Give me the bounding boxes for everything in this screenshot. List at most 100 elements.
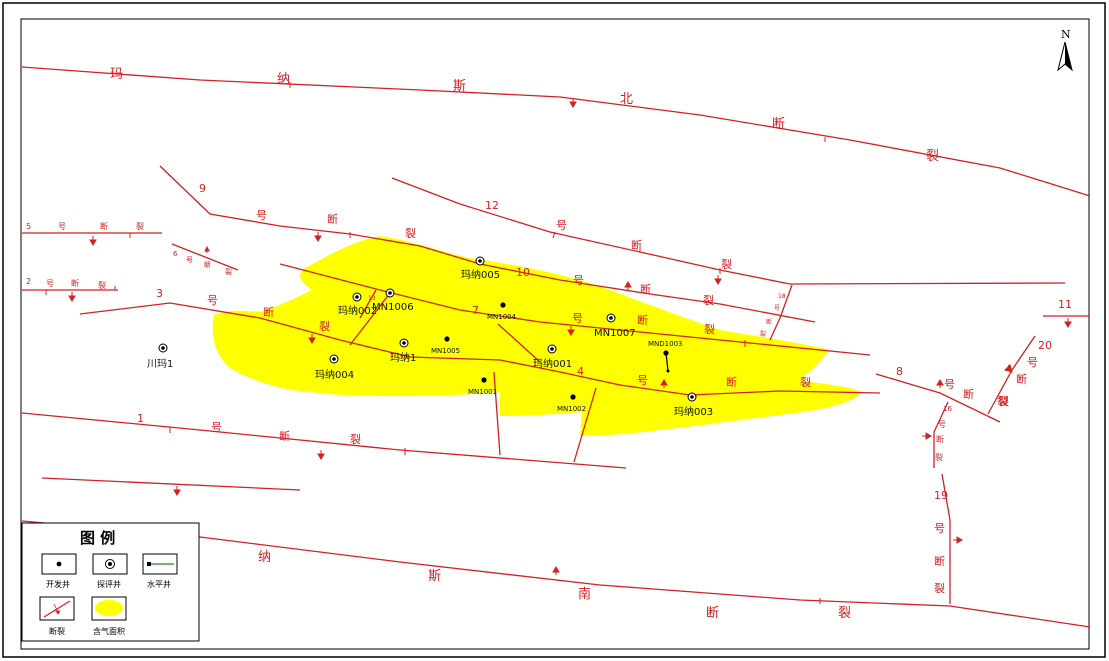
well-label: MN1004 (487, 313, 517, 321)
gas-area (212, 236, 863, 436)
fault-label: 19 (934, 489, 948, 502)
fault-ticks (45, 82, 826, 604)
fault-label: 裂 (721, 258, 732, 271)
fault-label: 裂 (838, 606, 851, 621)
fault-label: 11 (1058, 298, 1072, 311)
fault-label: 号 (186, 256, 193, 264)
fault-label: 斯 (453, 79, 466, 94)
fault-lower (41, 477, 301, 491)
fault-label: 裂 (935, 452, 943, 462)
legend-label: 水平井 (147, 579, 171, 589)
fault-label: 断 (934, 554, 945, 568)
fault-label: 纳 (258, 550, 271, 565)
fault-label: 北 (620, 92, 633, 107)
fault-label: 玛 (110, 67, 123, 82)
well-label: 玛纳005 (461, 268, 500, 281)
fault-label: 裂 (405, 227, 416, 240)
fault-label: 号 (256, 209, 267, 222)
well-label: MND1003 (648, 340, 682, 348)
fault-labels: 玛 纳 斯 北 断 裂 纳 斯 南 断 裂 9 号 断 裂 12 号 断 裂 1… (26, 67, 1072, 621)
legend-label: 探评井 (97, 579, 121, 589)
fault-label: 裂 (997, 395, 1008, 408)
fault-label: 13 (368, 295, 376, 302)
fault-label: 断 (936, 434, 944, 444)
legend-label: 断裂 (49, 626, 65, 636)
wells: 玛纳005 玛纳002 MN1006 MN1007 玛纳1 玛纳001 玛纳00… (147, 256, 713, 418)
fault-label: 16 (943, 405, 952, 413)
fault-label: 裂 (703, 294, 714, 307)
exploration-well[interactable]: MN1007 (594, 313, 636, 339)
fault-label: 断 (71, 278, 79, 288)
fault-label: 2 (26, 277, 31, 286)
fault-label: 6 (173, 250, 178, 258)
exploration-well[interactable]: 玛纳1 (390, 338, 416, 364)
fault-label: 8 (896, 365, 903, 378)
fault-label: 裂 (800, 376, 811, 389)
well-label: 玛纳1 (390, 351, 416, 364)
fault-label: 号 (207, 294, 218, 307)
fault-manasi-south (21, 520, 1091, 628)
development-well[interactable]: MN1001 (468, 377, 497, 396)
exploration-well[interactable]: 玛纳005 (461, 256, 500, 281)
fault-label: 断 (1016, 372, 1027, 386)
fault-label: 号 (573, 274, 584, 287)
fault-19 (941, 473, 951, 604)
fault-label: 号 (934, 522, 945, 535)
fault-label: 9 (199, 182, 206, 195)
development-well[interactable]: MN1004 (487, 302, 517, 321)
fault-18 (769, 284, 793, 341)
fault-label: 裂 (98, 280, 106, 290)
exploration-well[interactable]: 玛纳003 (674, 392, 713, 418)
development-well[interactable]: MN1005 (431, 336, 460, 355)
well-label: 玛纳003 (674, 405, 713, 418)
fault-label: 号 (58, 222, 66, 231)
fault-label: 1 (137, 412, 144, 425)
fault-8 (875, 373, 1001, 423)
legend-label: 开发井 (46, 579, 70, 589)
fault-label: 7 (472, 304, 479, 317)
well-label: MN1007 (594, 328, 636, 339)
fault-label: 号 (1027, 356, 1038, 369)
fault-lines (21, 66, 1091, 628)
well-label: 川玛1 (147, 358, 173, 370)
exploration-well[interactable]: 玛纳002 (338, 292, 377, 317)
legend-box (21, 522, 200, 642)
fault-label: 断 (279, 429, 290, 443)
fault-label: 号 (211, 421, 222, 434)
horizontal-well[interactable]: MND1003 (648, 340, 682, 373)
fault-label: 20 (1038, 339, 1052, 352)
well-label: MN1002 (557, 405, 586, 413)
fault-label: 纳 (277, 72, 290, 87)
fault-inner-1 (349, 292, 391, 346)
well-label: 玛纳001 (533, 357, 572, 370)
fault-label: 号 (572, 312, 583, 325)
exploration-well[interactable]: 川玛1 (147, 343, 173, 370)
fault-label: 裂 (350, 433, 361, 446)
well-label: MN1005 (431, 347, 460, 355)
development-well[interactable]: MN1002 (557, 394, 586, 413)
fault-label: 10 (516, 266, 530, 279)
fault-10-7 (279, 263, 871, 356)
well-label: MN1006 (372, 302, 414, 313)
north-label: N (1061, 28, 1071, 41)
fault-label: 号 (774, 305, 780, 312)
exploration-well[interactable]: 玛纳004 (315, 354, 354, 381)
fault-label: 裂 (704, 323, 715, 336)
fault-label: 18 (778, 293, 786, 300)
fault-label: 裂 (926, 149, 939, 164)
fault-label: 裂 (136, 221, 144, 231)
fault-20 (987, 335, 1036, 415)
fault-label: 断 (204, 260, 211, 269)
exploration-well[interactable]: MN1006 (372, 288, 414, 313)
fault-inner-3 (493, 371, 501, 456)
fault-4 (499, 359, 881, 396)
fault-label: 断 (100, 221, 108, 231)
fault-manasi-north (21, 66, 1091, 197)
fault-label: 12 (485, 199, 499, 212)
fault-label: 断 (631, 238, 642, 252)
well-label: 玛纳002 (338, 304, 377, 317)
exploration-well[interactable]: 玛纳001 (533, 344, 572, 370)
fault-label: 裂 (319, 320, 330, 333)
